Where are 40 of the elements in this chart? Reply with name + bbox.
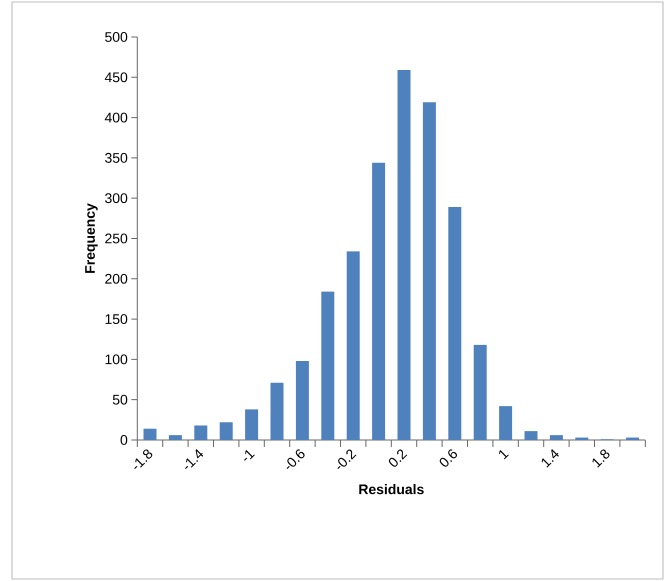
x-tick-label: -1.8 [134, 449, 152, 470]
y-tick-label: 300 [105, 193, 128, 204]
x-tick-label: -1 [244, 450, 255, 461]
y-tick-label: 200 [105, 274, 128, 284]
bar [245, 409, 258, 440]
bar [499, 406, 512, 440]
y-tick-label: 50 [112, 394, 128, 405]
bar [194, 425, 208, 440]
x-tick-label: 1 [499, 450, 509, 460]
bar [474, 344, 487, 440]
y-tick-label: 100 [106, 354, 128, 364]
y-tick-label: 150 [106, 314, 128, 324]
bar [168, 435, 182, 440]
bar [321, 292, 334, 440]
x-tick-label: -0.6 [286, 449, 305, 470]
bar [270, 382, 284, 440]
x-tick-label: -1.4 [184, 449, 204, 470]
x-tick-label: -0.2 [337, 449, 356, 470]
x-tick-label: 0.6 [440, 449, 457, 467]
y-axis-title: Frequency [85, 203, 98, 273]
bar [448, 207, 462, 440]
bar [372, 162, 386, 440]
bar [346, 251, 360, 440]
bar [144, 428, 157, 440]
bar [220, 422, 233, 440]
bar [296, 360, 309, 440]
x-tick-label: 1.4 [542, 449, 559, 468]
bar [422, 102, 436, 440]
x-tick-label: 1.8 [592, 449, 610, 468]
y-tick-label: 350 [105, 152, 128, 163]
bar [550, 435, 563, 440]
y-tick-label: 500 [105, 32, 128, 42]
x-tick-label: 0.2 [388, 449, 408, 467]
y-tick-label: 0 [120, 435, 128, 445]
y-tick-label: 450 [104, 72, 128, 82]
x-axis-title: Residuals [359, 484, 424, 494]
bar [398, 70, 411, 440]
y-tick-label: 400 [104, 112, 128, 123]
y-tick-label: 250 [105, 234, 128, 244]
bar [524, 431, 538, 440]
